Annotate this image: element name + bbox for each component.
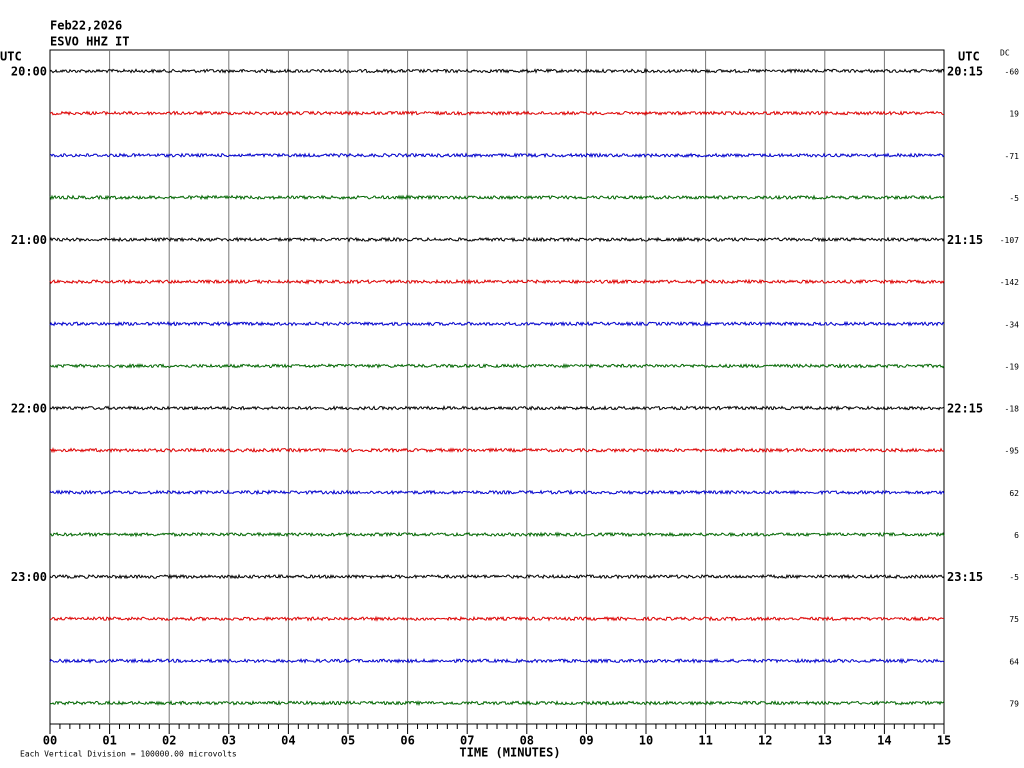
trace xyxy=(49,278,945,285)
right-axis-title: UTC xyxy=(958,50,980,64)
trace xyxy=(49,67,945,75)
dc-value: -34 xyxy=(1005,320,1020,329)
x-axis-title: TIME (MINUTES) xyxy=(459,746,560,760)
x-tick-label: 10 xyxy=(639,734,653,748)
trace xyxy=(49,152,945,159)
footer: Each Vertical Division = 100000.00 micro… xyxy=(20,750,237,759)
trace xyxy=(49,699,945,707)
trace xyxy=(50,447,945,454)
x-tick-label: 12 xyxy=(758,734,772,748)
x-tick-label: 15 xyxy=(937,734,951,748)
x-tick-label: 01 xyxy=(102,734,116,748)
dc-value: -60 xyxy=(1005,68,1020,77)
date: Feb22,2026 xyxy=(50,19,122,33)
x-tick-label: 06 xyxy=(400,734,414,748)
left-time: 20:00 xyxy=(11,65,47,79)
dc-value: -71 xyxy=(1005,152,1020,161)
x-tick-label: 00 xyxy=(43,734,57,748)
trace xyxy=(49,531,945,538)
x-tick-label: 02 xyxy=(162,734,176,748)
dc-value: -95 xyxy=(1005,447,1020,456)
x-tick-label: 13 xyxy=(818,734,832,748)
trace xyxy=(49,320,945,327)
x-tick-label: 11 xyxy=(698,734,712,748)
x-tick-label: 08 xyxy=(520,734,534,748)
dc-value: -142 xyxy=(1000,278,1019,287)
right-time: 20:15 xyxy=(947,65,983,79)
left-time: 21:00 xyxy=(11,233,47,247)
trace xyxy=(49,404,945,412)
plot-frame xyxy=(49,49,945,725)
left-time: 22:00 xyxy=(11,402,47,416)
station: ESVO HHZ IT xyxy=(50,35,129,49)
dc-value: -107 xyxy=(1000,236,1019,245)
left-time: 23:00 xyxy=(11,570,47,584)
trace xyxy=(49,194,945,201)
dc-value: -19 xyxy=(1005,362,1020,371)
dc-title: DC xyxy=(1000,49,1010,58)
dc-value: 79 xyxy=(1009,700,1019,709)
right-time: 22:15 xyxy=(947,402,983,416)
right-time: 23:15 xyxy=(947,570,983,584)
trace xyxy=(49,657,945,665)
trace xyxy=(49,489,945,496)
dc-value: -5 xyxy=(1009,573,1019,582)
trace xyxy=(49,110,945,117)
dc-value: -18 xyxy=(1005,405,1020,414)
dc-value: -5 xyxy=(1009,194,1019,203)
x-tick-label: 03 xyxy=(222,734,236,748)
x-tick-label: 07 xyxy=(460,734,474,748)
trace xyxy=(49,362,945,369)
right-time: 21:15 xyxy=(947,233,983,247)
dc-value: 19 xyxy=(1009,110,1019,119)
dc-value: 75 xyxy=(1009,615,1019,624)
x-tick-label: 14 xyxy=(877,734,891,748)
trace xyxy=(49,573,945,580)
x-tick-label: 04 xyxy=(281,734,295,748)
trace xyxy=(49,615,944,622)
x-tick-label: 09 xyxy=(579,734,593,748)
trace xyxy=(49,236,945,243)
left-axis-title: UTC xyxy=(0,50,22,64)
dc-value: 6 xyxy=(1014,531,1019,540)
dc-value: 62 xyxy=(1009,489,1019,498)
dc-value: 64 xyxy=(1009,657,1019,666)
x-tick-label: 05 xyxy=(341,734,355,748)
